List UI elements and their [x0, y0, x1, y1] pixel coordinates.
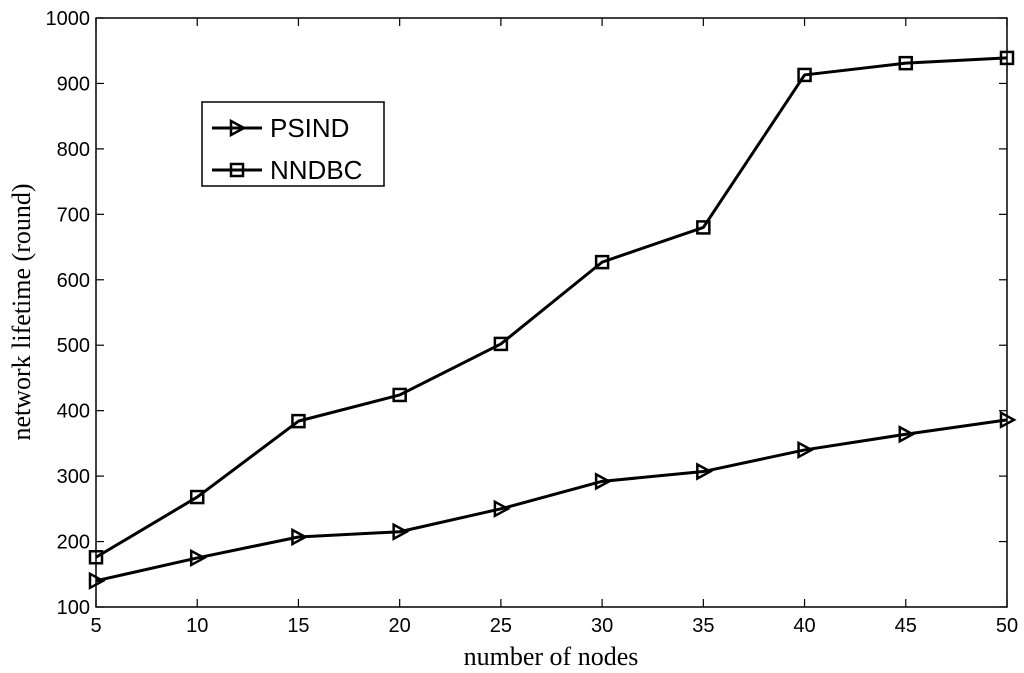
- series-line: [95, 418, 1008, 583]
- x-tick-label: 50: [996, 615, 1018, 637]
- legend-label: NNDBC: [270, 155, 362, 185]
- series-line: [95, 56, 1008, 559]
- data-point: [493, 336, 509, 352]
- legend-entry: NNDBC: [212, 155, 362, 185]
- data-point: [189, 489, 205, 505]
- data-point: [493, 499, 511, 518]
- y-axis-title: network lifetime (round): [7, 183, 36, 440]
- data-point: [88, 550, 104, 565]
- x-tick-label: 5: [90, 615, 101, 637]
- legend-label: PSIND: [270, 113, 349, 143]
- legend-box: [201, 101, 385, 187]
- data-point: [291, 527, 309, 547]
- data-point: [594, 472, 612, 491]
- y-tick-label: 1000: [46, 8, 91, 30]
- x-tick-label: 10: [186, 615, 208, 637]
- data-point: [797, 67, 812, 83]
- y-tick-label: 200: [57, 532, 90, 554]
- data-point: [999, 410, 1017, 429]
- y-tick-label: 500: [57, 335, 90, 357]
- x-tick-label: 25: [490, 615, 512, 637]
- x-axis-ticks: 5 10 15 20 25 30 35 40 45 50: [90, 18, 1018, 637]
- legend-entry: PSIND: [212, 113, 349, 143]
- x-tick-label: 15: [287, 615, 309, 637]
- x-axis-title: number of nodes: [464, 642, 639, 671]
- data-point: [696, 462, 713, 481]
- series-nndbc: [88, 50, 1015, 565]
- x-tick-label: 40: [793, 615, 815, 637]
- data-point: [898, 55, 914, 71]
- data-point: [88, 571, 106, 590]
- data-point: [594, 254, 610, 270]
- y-axis-ticks: 100 200 300 400 500 600 700 800 900 1000: [46, 8, 1007, 619]
- y-tick-label: 300: [57, 466, 90, 488]
- x-tick-label: 20: [389, 615, 411, 637]
- x-tick-label: 45: [895, 615, 917, 637]
- data-point: [291, 413, 306, 429]
- y-tick-label: 400: [57, 401, 90, 423]
- data-point: [797, 440, 815, 460]
- data-point: [392, 387, 407, 403]
- data-point: [392, 522, 410, 541]
- data-point: [999, 50, 1015, 66]
- legend: PSIND NNDBC: [201, 101, 385, 187]
- y-tick-label: 100: [57, 597, 90, 619]
- data-point: [696, 220, 711, 235]
- y-tick-label: 700: [57, 204, 90, 226]
- y-tick-label: 900: [57, 73, 90, 95]
- series-psind: [88, 410, 1017, 590]
- data-point: [898, 425, 916, 444]
- series-layer: [88, 50, 1017, 590]
- legend-marker: [229, 118, 247, 138]
- y-tick-label: 600: [57, 270, 90, 292]
- x-tick-label: 30: [591, 615, 613, 637]
- y-tick-label: 800: [57, 139, 90, 161]
- x-tick-label: 35: [692, 615, 714, 637]
- data-point: [189, 548, 207, 568]
- legend-marker: [229, 162, 245, 178]
